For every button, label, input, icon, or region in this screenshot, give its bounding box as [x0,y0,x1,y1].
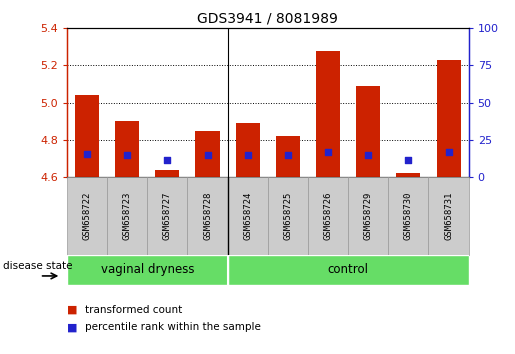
Bar [67,255,228,285]
Bar [67,177,107,255]
Point [123,153,131,158]
Text: GSM658730: GSM658730 [404,192,413,240]
Text: disease state: disease state [3,261,72,272]
Bar [356,86,380,177]
Bar [268,177,308,255]
Text: control: control [328,263,369,276]
Bar [316,51,340,177]
Bar [228,177,268,255]
Bar [147,177,187,255]
Bar [236,123,260,177]
Point [284,153,292,158]
Point [244,153,252,158]
Text: GSM658731: GSM658731 [444,192,453,240]
Bar [276,136,300,177]
Point [364,153,372,158]
Text: GSM658729: GSM658729 [364,192,373,240]
Bar [388,177,428,255]
Point [163,157,171,163]
Bar [437,60,460,177]
Text: GSM658722: GSM658722 [82,192,92,240]
Text: transformed count: transformed count [85,305,182,315]
Text: ■: ■ [67,322,77,332]
Point [203,153,212,158]
Point [83,151,91,157]
Text: GSM658727: GSM658727 [163,192,172,240]
Text: vaginal dryness: vaginal dryness [100,263,194,276]
Bar [156,170,179,177]
Text: GSM658728: GSM658728 [203,192,212,240]
Title: GDS3941 / 8081989: GDS3941 / 8081989 [197,12,338,26]
Text: GSM658724: GSM658724 [243,192,252,240]
Bar [228,255,469,285]
Bar [397,173,420,177]
Bar [115,121,139,177]
Bar [308,177,348,255]
Bar [428,177,469,255]
Text: GSM658723: GSM658723 [123,192,132,240]
Text: GSM658726: GSM658726 [323,192,333,240]
Point [444,150,453,155]
Text: GSM658725: GSM658725 [283,192,293,240]
Text: percentile rank within the sample: percentile rank within the sample [85,322,261,332]
Bar [196,131,219,177]
Bar [187,177,228,255]
Point [324,150,332,155]
Text: ■: ■ [67,305,77,315]
Point [404,157,413,163]
Bar [348,177,388,255]
Bar [75,95,99,177]
Bar [107,177,147,255]
